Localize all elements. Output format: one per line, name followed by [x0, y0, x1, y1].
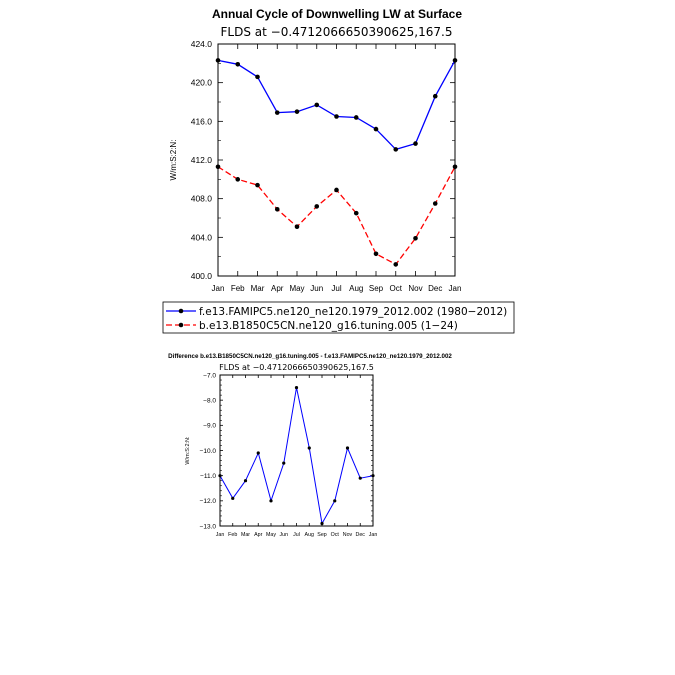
series-1-point — [274, 110, 280, 115]
x-tick-label: Dec — [428, 284, 442, 293]
y-tick-label: 416.0 — [191, 116, 213, 126]
x-tick-label: Apr — [271, 284, 284, 293]
x-tick-label: May — [266, 532, 276, 538]
x-tick-label: Nov — [408, 284, 422, 293]
series-2-point — [452, 164, 458, 170]
y-tick-label: −12.0 — [200, 498, 217, 505]
series-1-point — [294, 385, 299, 390]
x-tick-label: Dec — [356, 532, 366, 538]
y-tick-label: −10.0 — [200, 448, 217, 455]
legend-marker-1 — [178, 308, 184, 314]
y-tick-label: 420.0 — [191, 78, 213, 88]
y-tick-label: 424.0 — [191, 39, 213, 49]
series-1-point — [235, 62, 241, 67]
series-1-point — [333, 499, 337, 503]
series-1-point — [256, 451, 260, 455]
x-tick-label: Jun — [310, 284, 323, 293]
y-tick-label: 412.0 — [191, 155, 213, 165]
series-2-point — [215, 164, 221, 170]
legend-label-2: b.e13.B1850C5CN.ne120_g16.tuning.005 (1−… — [199, 320, 458, 332]
legend-label-1: f.e13.FAMIPC5.ne120_ne120.1979_2012.002 … — [199, 306, 507, 318]
x-tick-label: May — [289, 284, 304, 293]
x-tick-label: Oct — [331, 532, 340, 538]
y-tick-label: 400.0 — [191, 271, 213, 281]
y-tick-label: −8.0 — [203, 397, 216, 404]
y-tick-label: −7.0 — [203, 372, 216, 379]
x-tick-label: Jan — [216, 532, 225, 538]
series-1-point — [358, 476, 362, 480]
series-line-1 — [217, 59, 456, 151]
x-tick-label: Sep — [369, 284, 384, 293]
y-tick-label: 404.0 — [191, 232, 213, 242]
series-2-point — [255, 182, 260, 188]
series-1-point — [353, 115, 359, 120]
series-1-point — [413, 141, 418, 146]
x-tick-label: Mar — [251, 284, 265, 293]
y-tick-label: −11.0 — [200, 473, 216, 480]
series-2-point — [235, 177, 241, 182]
series-1-point — [218, 474, 222, 478]
series-1-point — [334, 114, 339, 119]
series-1-point — [373, 126, 379, 132]
chart-title: Difference b.e13.B1850C5CN.ne120_g16.tun… — [168, 353, 452, 360]
y-axis-label: W/m:S:2:N: — [169, 140, 178, 181]
chart-subtitle: FLDS at −0.4712066650390625,167.5 — [219, 363, 374, 372]
series-1-point — [231, 496, 235, 500]
series-1-point — [215, 58, 221, 63]
legend: f.e13.FAMIPC5.ne120_ne120.1979_2012.002 … — [162, 301, 515, 334]
x-tick-label: Feb — [228, 532, 237, 538]
series-2-point — [334, 187, 339, 193]
series-1-point — [345, 446, 350, 450]
series-1-point — [294, 109, 300, 114]
chart-title: Annual Cycle of Downwelling LW at Surfac… — [212, 7, 462, 21]
x-tick-label: Jan — [212, 284, 225, 293]
y-tick-label: 408.0 — [191, 194, 213, 204]
chart-subtitle: FLDS at −0.4712066650390625,167.5 — [221, 25, 453, 39]
series-1-point — [393, 147, 399, 152]
y-tick-label: −13.0 — [200, 523, 217, 530]
y-axis-label: W/m:S:2:N: — [185, 436, 191, 465]
x-tick-label: Jan — [449, 284, 462, 293]
legend-marker-2 — [178, 322, 184, 328]
x-tick-label: Apr — [254, 532, 262, 538]
series-line-2 — [217, 166, 456, 266]
x-tick-label: Jul — [331, 284, 341, 293]
x-tick-label: Jun — [279, 532, 288, 538]
series-2-point — [393, 262, 399, 267]
series-2-point — [413, 236, 418, 241]
series-2-point — [274, 207, 280, 212]
series-1-point — [432, 93, 438, 99]
x-tick-label: Oct — [390, 284, 403, 293]
legend-box — [162, 301, 515, 334]
chart-2: Difference b.e13.B1850C5CN.ne120_g16.tun… — [168, 353, 452, 538]
series-2-point — [294, 224, 300, 229]
series-1-point — [255, 74, 260, 80]
series-1-point — [314, 102, 320, 108]
y-tick-label: −9.0 — [203, 423, 216, 430]
series-1-point — [307, 446, 311, 450]
chart-1: Annual Cycle of Downwelling LW at Surfac… — [162, 7, 515, 334]
series-1-point — [320, 521, 324, 526]
x-tick-label: Jan — [369, 532, 378, 538]
series-1-point — [282, 461, 286, 465]
series-1-point — [269, 499, 273, 503]
x-tick-label: Sep — [317, 532, 326, 538]
series-line-1 — [219, 387, 374, 525]
x-tick-label: Aug — [305, 532, 314, 538]
series-2-point — [353, 210, 359, 216]
series-1-point — [371, 474, 375, 478]
x-tick-label: Jul — [293, 532, 300, 538]
plot-frame — [217, 43, 456, 277]
x-tick-label: Nov — [343, 532, 353, 538]
x-tick-label: Feb — [231, 284, 245, 293]
x-tick-label: Mar — [241, 532, 250, 538]
plot-frame — [219, 374, 374, 527]
series-2-point — [432, 201, 438, 206]
series-2-point — [373, 251, 379, 257]
series-1-point — [452, 58, 458, 63]
x-tick-label: Aug — [349, 284, 363, 293]
series-2-point — [314, 204, 320, 209]
series-1-point — [243, 479, 248, 483]
